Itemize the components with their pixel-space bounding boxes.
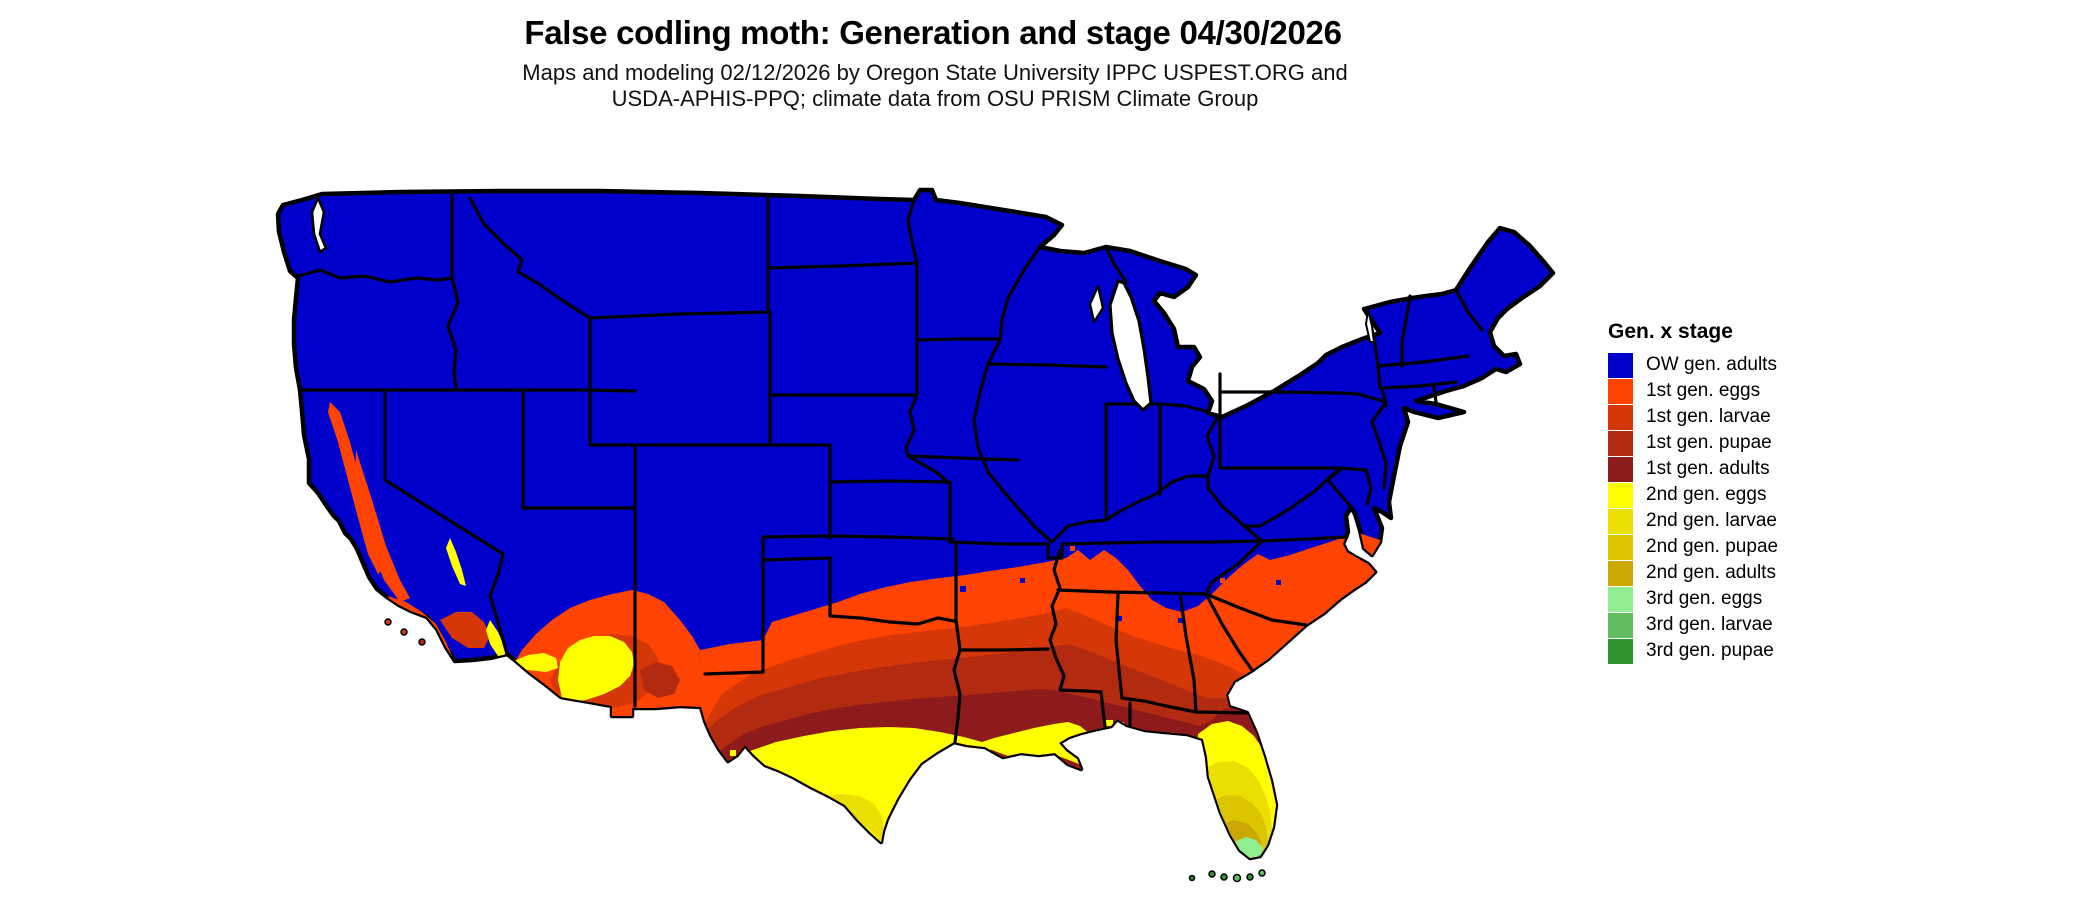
page-title: False codling moth: Generation and stage… [0, 14, 1866, 52]
legend-swatch-3rd-eggs [1608, 586, 1633, 612]
band-2nd-gen-eggs-louisiana [976, 722, 1098, 768]
us-choropleth-map [260, 150, 1560, 892]
legend-item: 3rd gen. eggs [1608, 586, 1868, 612]
legend-swatch-2nd-eggs [1608, 482, 1633, 508]
florida-keys-island [1220, 873, 1228, 881]
legend-swatch-1st-pupae [1608, 430, 1633, 456]
subtitle-line-1: Maps and modeling 02/12/2026 by Oregon S… [522, 60, 1348, 85]
legend-item: 2nd gen. larvae [1608, 508, 1868, 534]
puget-sound [310, 196, 328, 254]
legend-title: Gen. x stage [1608, 320, 1733, 343]
legend-item: OW gen. adults [1608, 352, 1868, 378]
legend-item: 2nd gen. pupae [1608, 534, 1868, 560]
legend-swatch-1st-eggs [1608, 378, 1633, 404]
legend-item: 1st gen. pupae [1608, 430, 1868, 456]
band-ca-foothills [354, 450, 410, 602]
channel-island [418, 638, 426, 646]
legend-item: 3rd gen. larvae [1608, 612, 1868, 638]
band-2nd-gen-eggs-california [446, 538, 506, 658]
legend-swatch-2nd-adults [1608, 560, 1633, 586]
legend-swatch-1st-adults [1608, 456, 1633, 482]
islands [384, 618, 1266, 883]
legend-item: 1st gen. eggs [1608, 378, 1868, 404]
legend-swatch-ow-adults [1608, 352, 1633, 378]
legend: Gen. x stage OW gen. adults 1st gen. egg… [1608, 320, 1868, 664]
florida-keys-island [1208, 870, 1216, 878]
map-subtitle: Maps and modeling 02/12/2026 by Oregon S… [0, 60, 1870, 112]
legend-item: 1st gen. adults [1608, 456, 1868, 482]
florida-keys-island [1188, 874, 1196, 882]
lake-michigan [1108, 279, 1153, 412]
legend-item: 3rd gen. pupae [1608, 638, 1868, 664]
legend-swatch-3rd-larvae [1608, 612, 1633, 638]
legend-swatch-3rd-pupae [1608, 638, 1633, 664]
florida-keys-island [1258, 869, 1266, 877]
legend-item: 1st gen. larvae [1608, 404, 1868, 430]
map-title: False codling moth: Generation and stage… [524, 14, 1342, 51]
legend-swatch-2nd-pupae [1608, 534, 1633, 560]
band-2nd-gen-eggs-arizona [512, 636, 634, 702]
legend-swatch-2nd-larvae [1608, 508, 1633, 534]
lake-champlain [1365, 309, 1375, 343]
channel-island [400, 628, 408, 636]
channel-island [384, 618, 392, 626]
great-lakes [310, 196, 1375, 412]
band-3rd-gen-eggs-florida-tip [1234, 837, 1264, 858]
legend-swatch-1st-larvae [1608, 404, 1633, 430]
subtitle-line-2: USDA-APHIS-PPQ; climate data from OSU PR… [611, 86, 1259, 111]
us-map-svg [275, 187, 1556, 883]
legend-item: 2nd gen. adults [1608, 560, 1868, 586]
florida-keys-island [1232, 873, 1242, 883]
florida-keys-island [1246, 873, 1254, 881]
state-borders [296, 192, 1484, 744]
green-bay [1088, 284, 1105, 324]
legend-item: 2nd gen. eggs [1608, 482, 1868, 508]
